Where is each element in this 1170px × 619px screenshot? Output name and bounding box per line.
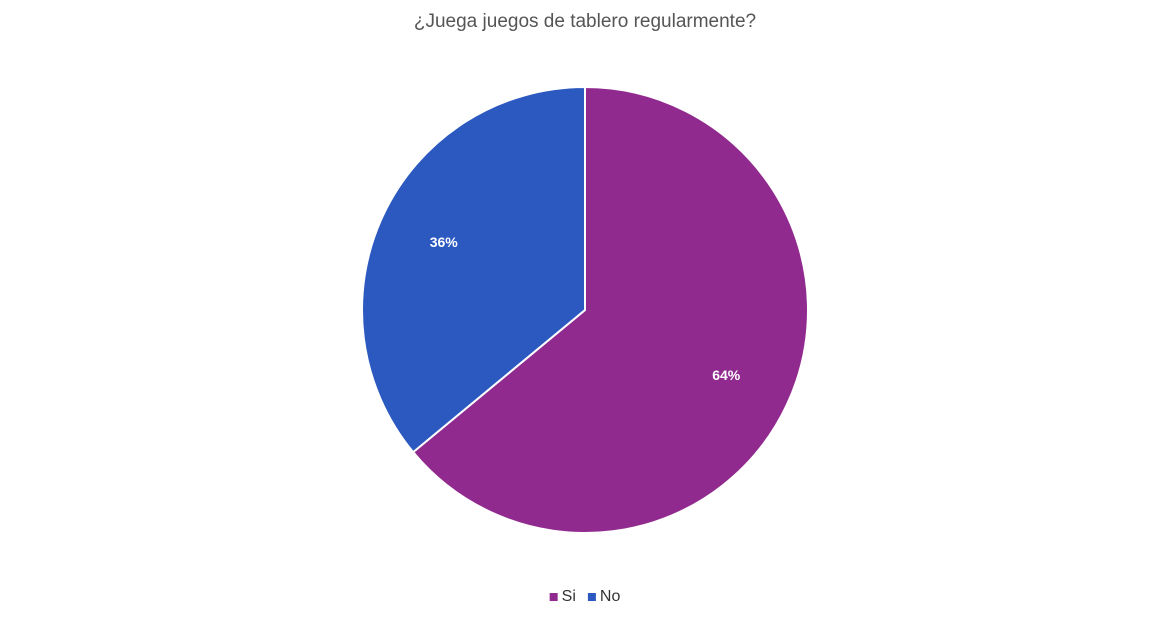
pie-slice [361, 85, 586, 454]
chart-title: ¿Juega juegos de tablero regularmente? [414, 11, 756, 32]
pie-slice [411, 85, 809, 534]
data-label: 36% [430, 234, 459, 250]
legend-label: Si [562, 588, 576, 605]
legend-label: No [600, 588, 621, 605]
legend-marker [549, 593, 558, 601]
data-label: 64% [712, 367, 741, 383]
legend-marker [587, 593, 596, 601]
